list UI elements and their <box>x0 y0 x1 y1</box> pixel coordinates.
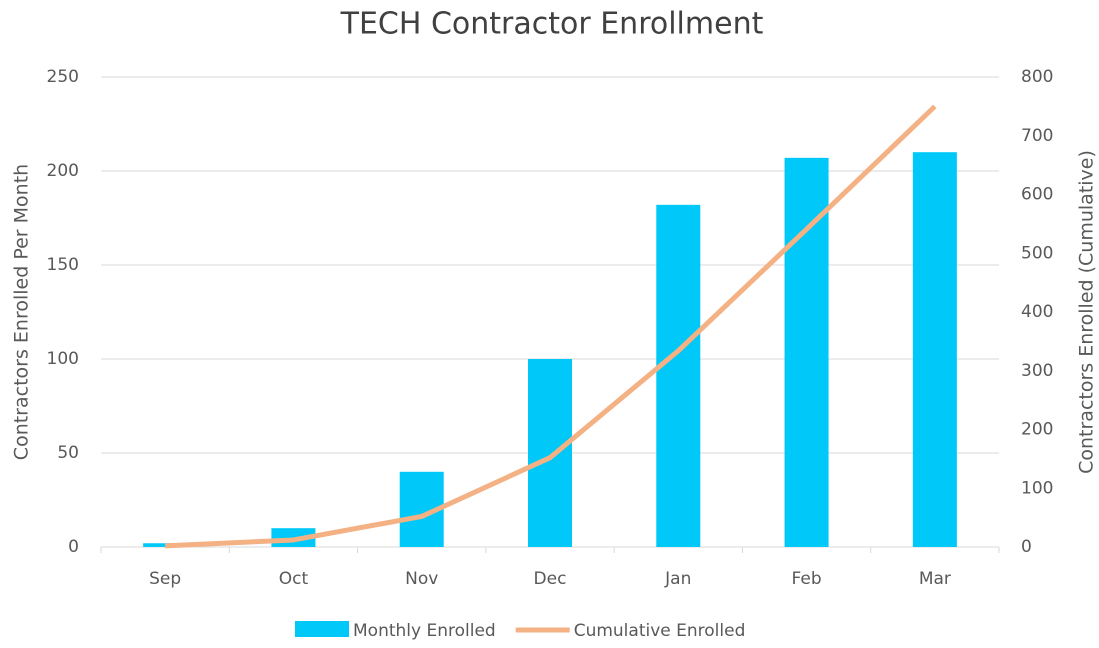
bar <box>528 359 572 547</box>
legend-label: Cumulative Enrolled <box>574 621 746 641</box>
y2-tick-label: 300 <box>1021 361 1053 381</box>
y-tick-label: 50 <box>57 443 79 463</box>
x-tick-label: Oct <box>279 569 309 589</box>
y2-tick-label: 400 <box>1021 302 1053 322</box>
y2-tick-label: 100 <box>1021 478 1053 498</box>
y2-tick-label: 800 <box>1021 67 1053 87</box>
y-tick-label: 200 <box>47 161 79 181</box>
bar <box>784 157 829 547</box>
y2-tick-label: 0 <box>1021 537 1032 557</box>
y-tick-label: 150 <box>47 255 79 275</box>
chart-title: TECH Contractor Enrollment <box>340 7 764 42</box>
y2-axis-title: Contractors Enrolled (Cumulative) <box>1076 150 1098 474</box>
x-tick-label: Sep <box>149 569 181 589</box>
x-tick-label: Jan <box>664 569 691 589</box>
y2-tick-label: 500 <box>1021 243 1053 263</box>
line <box>165 104 937 549</box>
x-tick-label: Nov <box>405 569 438 589</box>
y2-tick-label: 600 <box>1021 185 1053 205</box>
x-tick-label: Mar <box>919 569 951 589</box>
legend-swatch <box>295 621 349 637</box>
bar <box>912 152 957 547</box>
y-tick-label: 100 <box>47 349 79 369</box>
y-axis-title: Contractors Enrolled Per Month <box>11 164 33 460</box>
y-tick-label: 250 <box>47 67 79 87</box>
y-tick-label: 0 <box>68 537 79 557</box>
x-tick-label: Dec <box>534 569 567 589</box>
x-tick-label: Feb <box>792 569 822 589</box>
y2-tick-label: 700 <box>1021 126 1053 146</box>
legend-label: Monthly Enrolled <box>353 621 496 641</box>
y2-tick-label: 200 <box>1021 420 1053 440</box>
bar <box>656 204 701 547</box>
